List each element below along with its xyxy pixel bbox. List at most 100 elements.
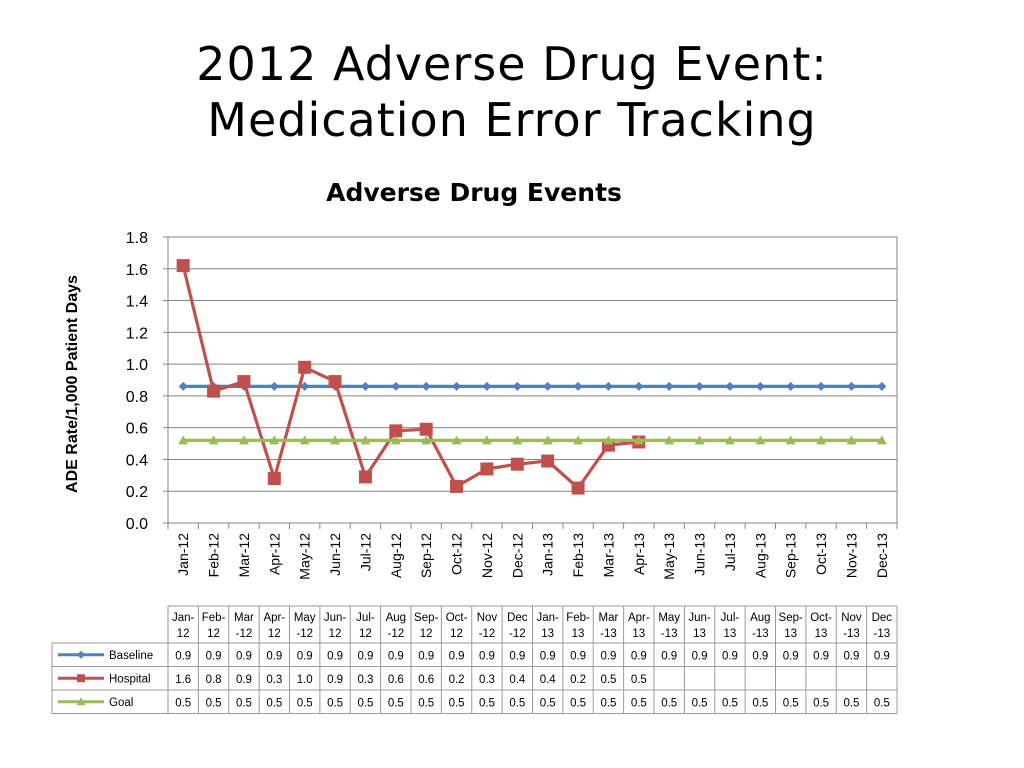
x-tick-label: Apr-12 [266,533,282,575]
table-header: -12 [509,628,526,640]
table-cell: 0.9 [418,650,434,662]
table-cell: 0.5 [418,697,434,709]
table-cell: 0.9 [661,650,677,662]
table-cell: 0.5 [631,697,647,709]
legend-label-hospital: Hospital [109,673,151,685]
table-cell: 0.9 [236,650,252,662]
x-tick-label: Jan-13 [540,533,556,576]
x-tick-label: Sep-13 [783,533,799,578]
data-point [390,435,401,445]
table-header: Mar [234,612,254,624]
table-cell: 0.9 [388,650,404,662]
table-header: -13 [600,628,617,640]
y-tick-label: 1.8 [126,230,148,247]
data-point [785,435,796,445]
table-cell: 0.9 [236,674,252,686]
data-point [664,381,674,391]
table-header: May [658,612,680,624]
table-cell: 0.5 [206,697,222,709]
table-header: 13 [815,628,828,640]
table-header: -13 [661,628,678,640]
table-header: Nov [841,612,862,624]
table-header: 12 [207,628,220,640]
data-point [178,435,189,445]
table-header: Mar [599,612,619,624]
slide-title-line-2: Medication Error Tracking [207,93,817,147]
data-point [330,435,341,445]
data-point [664,435,675,445]
y-tick-label: 0.0 [126,516,148,533]
legend-key-marker [77,674,85,683]
table-cell: 0.5 [874,697,890,709]
table-header: -13 [874,628,891,640]
data-point [694,435,705,445]
y-tick-label: 1.2 [126,325,148,342]
table-header: 12 [359,628,372,640]
table-cell: 0.5 [570,697,586,709]
data-point [389,424,403,438]
table-cell: 0.9 [813,650,829,662]
legend-label-goal: Goal [109,697,133,709]
data-point [360,435,371,445]
data-point [452,381,462,391]
table-header: 13 [541,628,554,640]
data-table: Jan- 12 Feb- 12 Mar -12 Apr- 12 May -12 Jun- 12 Jul-… [51,605,898,714]
x-tick-label: Oct-12 [449,533,465,575]
data-point [238,435,249,445]
x-tick-label: Jun-12 [327,533,343,576]
table-header: Jan- [537,612,560,624]
data-point [178,381,188,391]
legend-key-marker [76,697,86,706]
table-header: 13 [632,628,645,640]
table-cell: 0.9 [449,650,465,662]
table-cell: 0.9 [752,650,768,662]
table-cell: 0.9 [327,650,343,662]
table-header: 12 [450,628,463,640]
data-point [269,381,279,391]
x-tick-label: Apr-13 [631,533,647,575]
data-point [512,381,522,391]
data-point [573,435,584,445]
data-point [300,381,310,391]
x-tick-label: Feb-13 [570,533,586,578]
data-point [755,435,766,445]
table-cell: 0.9 [297,650,313,662]
y-tick-label: 1.6 [126,262,148,279]
table-cell: 0.5 [843,697,859,709]
table-cell: 0.9 [509,650,525,662]
table-cell: 0.5 [631,674,647,686]
data-point [328,375,342,389]
x-tick-label: Jul-12 [357,533,373,571]
x-tick-label: May-13 [661,533,677,580]
table-header: Jun- [324,612,347,624]
table-cell: 0.2 [570,674,586,686]
data-point [208,435,219,445]
x-tick-label: Nov-12 [479,533,495,578]
x-tick-label: Sep-12 [418,533,434,578]
table-cell: 0.5 [722,697,738,709]
table-header: 12 [420,628,433,640]
table-header: Sep- [414,612,438,624]
data-point [451,435,462,445]
data-point [724,435,735,445]
legend-key-marker [77,650,85,659]
table-header: 13 [784,628,797,640]
table-cell: 0.5 [449,697,465,709]
x-tick-label: Jul-13 [722,533,738,571]
table-cell: 0.2 [449,674,465,686]
x-tick-label: Jun-13 [692,533,708,576]
data-point [846,381,856,391]
table-cell: 0.5 [236,697,252,709]
data-point [421,381,431,391]
table-header: -13 [843,628,860,640]
data-point [207,384,221,398]
data-point [481,435,492,445]
table-header: 12 [268,628,281,640]
data-point [786,381,796,391]
table-cell: 0.9 [843,650,859,662]
y-axis-label: ADE Rate/1,000 Patient Days [64,275,81,493]
table-cell: 0.5 [600,674,616,686]
y-tick-label: 0.6 [126,421,148,438]
table-cell: 0.3 [266,674,282,686]
